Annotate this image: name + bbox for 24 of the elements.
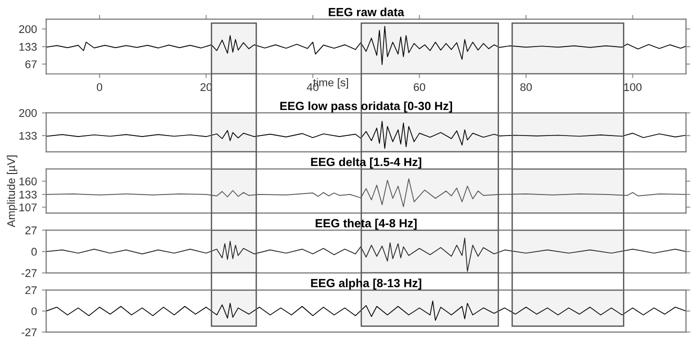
y-tick-label: 133: [19, 42, 37, 51]
chart-title: EEG raw data: [328, 8, 404, 16]
y-tick-label: 200: [19, 109, 37, 117]
y-axis-title: Amplitude [µV]: [6, 156, 18, 228]
y-tick-label: 200: [19, 25, 37, 34]
line-series: [46, 300, 686, 321]
line-series: [46, 120, 686, 149]
y-tick-label: 0: [31, 307, 37, 316]
y-tick-label: 133: [19, 132, 37, 140]
line-series: [46, 26, 686, 66]
y-tick-label: 27: [25, 226, 37, 234]
x-tick-label: 0: [96, 83, 102, 92]
line-series: [46, 178, 686, 208]
x-tick-label: 80: [520, 83, 532, 92]
y-tick-label: 67: [25, 60, 37, 68]
y-tick-label: -27: [22, 328, 37, 336]
y-tick-label: 133: [19, 190, 37, 199]
y-tick-label: 0: [31, 248, 37, 256]
y-tick-label: 107: [19, 203, 37, 212]
x-tick-label: 60: [414, 83, 426, 92]
y-tick-label: 27: [25, 286, 37, 294]
x-tick-label: 100: [624, 83, 642, 92]
y-tick-label: -27: [22, 269, 37, 277]
y-tick-label: 160: [19, 177, 37, 186]
